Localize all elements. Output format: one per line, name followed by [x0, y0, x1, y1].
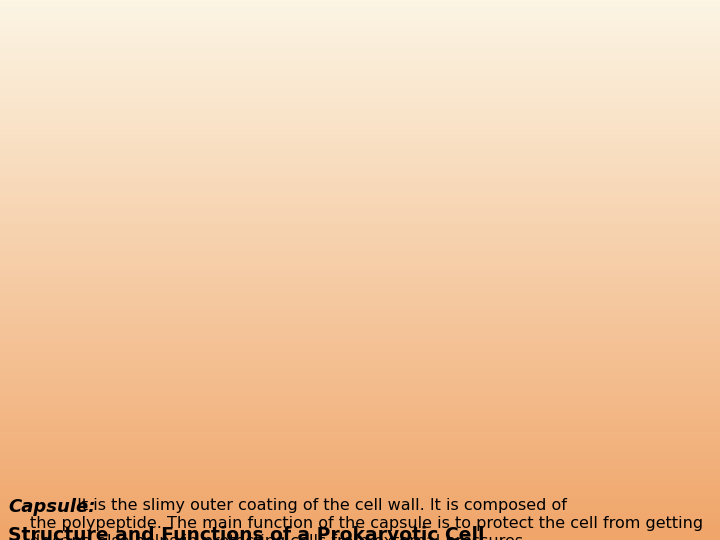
Text: Capsule:: Capsule: — [8, 498, 96, 516]
Text: It is the slimy outer coating of the cell wall. It is composed of: It is the slimy outer coating of the cel… — [73, 498, 567, 513]
Text: the polypeptide. The main function of the capsule is to protect the cell from ge: the polypeptide. The main function of th… — [30, 516, 703, 531]
Text: dry and also helps in protecting cells from external pressures.: dry and also helps in protecting cells f… — [30, 534, 528, 540]
Text: Structure and Functions of a Prokaryotic Cell: Structure and Functions of a Prokaryotic… — [8, 526, 485, 540]
